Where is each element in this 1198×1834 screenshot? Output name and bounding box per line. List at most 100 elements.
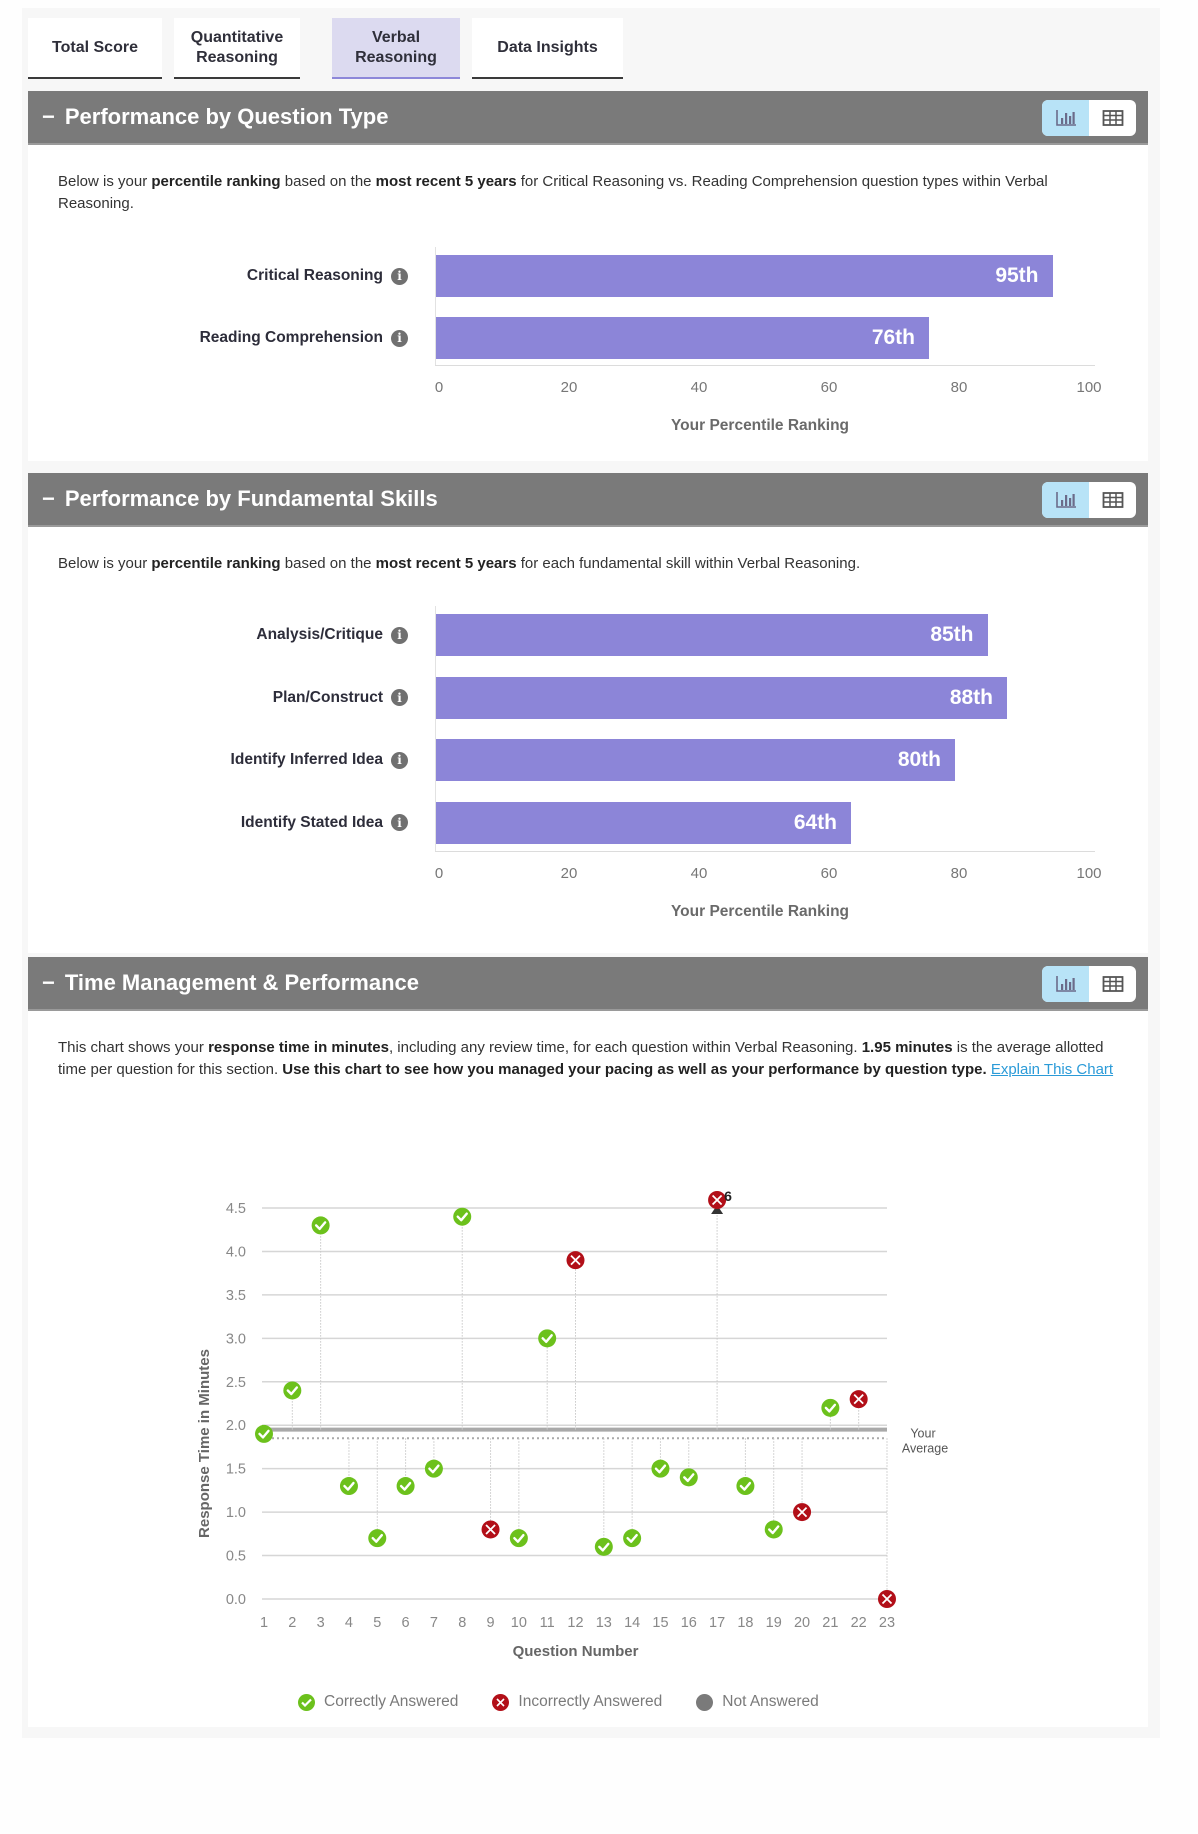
section-title: Performance by Question Type xyxy=(64,104,389,129)
bar-data-label: 85th xyxy=(930,623,974,646)
x-tick-label: 0 xyxy=(434,379,444,396)
y-tick-label: 1.5 xyxy=(226,1462,246,1478)
correct-point[interactable] xyxy=(821,1398,840,1417)
x-tick-label: 80 xyxy=(950,865,968,882)
bar-chart-icon xyxy=(1055,976,1076,992)
x-tick-label: 0 xyxy=(434,865,444,882)
x-icon xyxy=(796,1506,808,1518)
panel-time-management: − Time Management & Performance This cha… xyxy=(28,957,1148,1727)
check-icon xyxy=(258,1429,270,1439)
correct-point[interactable] xyxy=(594,1537,613,1556)
x-tick-label: 100 xyxy=(1076,379,1102,396)
tab-label: Total Score xyxy=(52,38,138,56)
x-icon xyxy=(485,1524,496,1535)
table-view-button[interactable] xyxy=(1089,482,1136,518)
correct-point[interactable] xyxy=(396,1477,415,1496)
info-icon[interactable]: i xyxy=(391,267,408,285)
correct-point[interactable] xyxy=(509,1529,528,1548)
legend-item-incorrect[interactable]: Incorrectly Answered xyxy=(492,1693,662,1711)
chart-legend: Correctly Answered Incorrectly Answered No… xyxy=(298,1693,853,1711)
correct-point[interactable] xyxy=(311,1216,330,1235)
collapse-toggle[interactable]: − xyxy=(42,104,55,129)
percentile-bar[interactable]: 64th xyxy=(435,801,851,844)
x-tick-label: 8 xyxy=(458,1615,466,1631)
table-view-button[interactable] xyxy=(1089,100,1136,136)
view-toggle xyxy=(1042,482,1136,518)
percentile-bar[interactable]: 95th xyxy=(435,255,1053,297)
x-tick-label: 19 xyxy=(766,1615,782,1631)
tab-data-insights[interactable]: Data Insights xyxy=(472,18,623,79)
info-icon[interactable]: i xyxy=(391,689,408,706)
y-axis-line xyxy=(435,606,436,851)
correct-point[interactable] xyxy=(623,1529,642,1548)
chart-view-button[interactable] xyxy=(1042,482,1089,518)
chart-view-button[interactable] xyxy=(1042,100,1089,136)
correct-point[interactable] xyxy=(339,1477,358,1496)
collapse-toggle[interactable]: − xyxy=(42,486,55,511)
legend-item-not-answered[interactable]: Not Answered xyxy=(696,1693,819,1711)
correct-point[interactable] xyxy=(651,1459,670,1478)
x-tick-label: 100 xyxy=(1076,865,1102,882)
tab-quantitative-reasoning[interactable]: Quantitative Reasoning xyxy=(174,18,300,79)
info-icon[interactable]: i xyxy=(391,751,408,769)
y-tick-label: 0.0 xyxy=(226,1592,246,1608)
correct-point[interactable] xyxy=(283,1381,302,1400)
table-view-button[interactable] xyxy=(1089,966,1136,1002)
x-tick-label: 20 xyxy=(794,1615,810,1631)
table-icon xyxy=(1102,492,1123,508)
tab-label: Data Insights xyxy=(497,38,598,56)
correct-point[interactable] xyxy=(368,1529,387,1548)
x-tick-label: 2 xyxy=(288,1615,296,1631)
check-icon xyxy=(541,1334,553,1344)
info-icon[interactable]: i xyxy=(391,329,408,347)
info-icon[interactable]: i xyxy=(391,814,408,831)
info-icon[interactable]: i xyxy=(391,626,408,644)
category-label: Critical Reasoning i xyxy=(108,255,408,297)
percentile-bar[interactable]: 88th xyxy=(435,676,1007,719)
section-title: Performance by Fundamental Skills xyxy=(64,486,438,511)
percentile-bar[interactable]: 76th xyxy=(435,317,929,359)
tab-verbal-reasoning[interactable]: Verbal Reasoning xyxy=(332,18,460,79)
bar-data-label: 95th xyxy=(995,264,1039,287)
correct-point[interactable] xyxy=(453,1207,472,1226)
check-icon xyxy=(598,1542,610,1552)
bar-chart-icon xyxy=(1055,492,1076,508)
x-tick-label: 18 xyxy=(737,1615,753,1631)
chart-view-button[interactable] xyxy=(1042,966,1089,1002)
x-icon xyxy=(711,1194,723,1206)
percentile-bar[interactable]: 85th xyxy=(435,614,988,656)
section-header-question-type: − Performance by Question Type xyxy=(28,91,1148,145)
correct-point[interactable] xyxy=(255,1424,273,1443)
x-axis-title: Your Percentile Ranking xyxy=(670,417,850,434)
correct-point[interactable] xyxy=(736,1477,755,1496)
x-tick-label: 23 xyxy=(879,1615,895,1631)
x-tick-label: 7 xyxy=(430,1615,438,1631)
category-label: Identify Stated Idea i xyxy=(108,802,408,844)
category-label: Plan/Construct i xyxy=(108,677,408,719)
correct-point[interactable] xyxy=(424,1459,443,1478)
section-header-fundamental-skills: − Performance by Fundamental Skills xyxy=(28,473,1148,527)
category-label-text: Identify Inferred Idea xyxy=(230,751,383,768)
section-description: Below is your percentile ranking based o… xyxy=(58,555,861,572)
y-axis-title: Response Time in Minutes xyxy=(196,1349,213,1538)
percentile-bar[interactable]: 80th xyxy=(435,739,955,781)
x-tick-label: 17 xyxy=(709,1615,725,1631)
check-icon xyxy=(654,1464,667,1474)
check-icon xyxy=(513,1533,525,1543)
correct-point[interactable] xyxy=(679,1468,698,1487)
explain-chart-link[interactable]: Explain This Chart xyxy=(990,1061,1114,1078)
x-tick-label: 12 xyxy=(567,1615,583,1631)
table-icon xyxy=(1102,976,1123,992)
tab-total-score[interactable]: Total Score xyxy=(28,18,162,79)
legend-item-correct[interactable]: Correctly Answered xyxy=(298,1693,458,1711)
y-tick-label: 2.5 xyxy=(226,1375,246,1391)
check-icon xyxy=(286,1386,299,1396)
correct-point[interactable] xyxy=(538,1329,557,1348)
bar-data-label: 80th xyxy=(897,748,941,771)
legend-label: Not Answered xyxy=(722,1693,819,1710)
check-icon xyxy=(428,1464,440,1474)
correct-point[interactable] xyxy=(764,1520,783,1539)
collapse-toggle[interactable]: − xyxy=(42,970,55,995)
check-icon xyxy=(768,1525,780,1535)
overflow-marker xyxy=(711,1205,724,1214)
